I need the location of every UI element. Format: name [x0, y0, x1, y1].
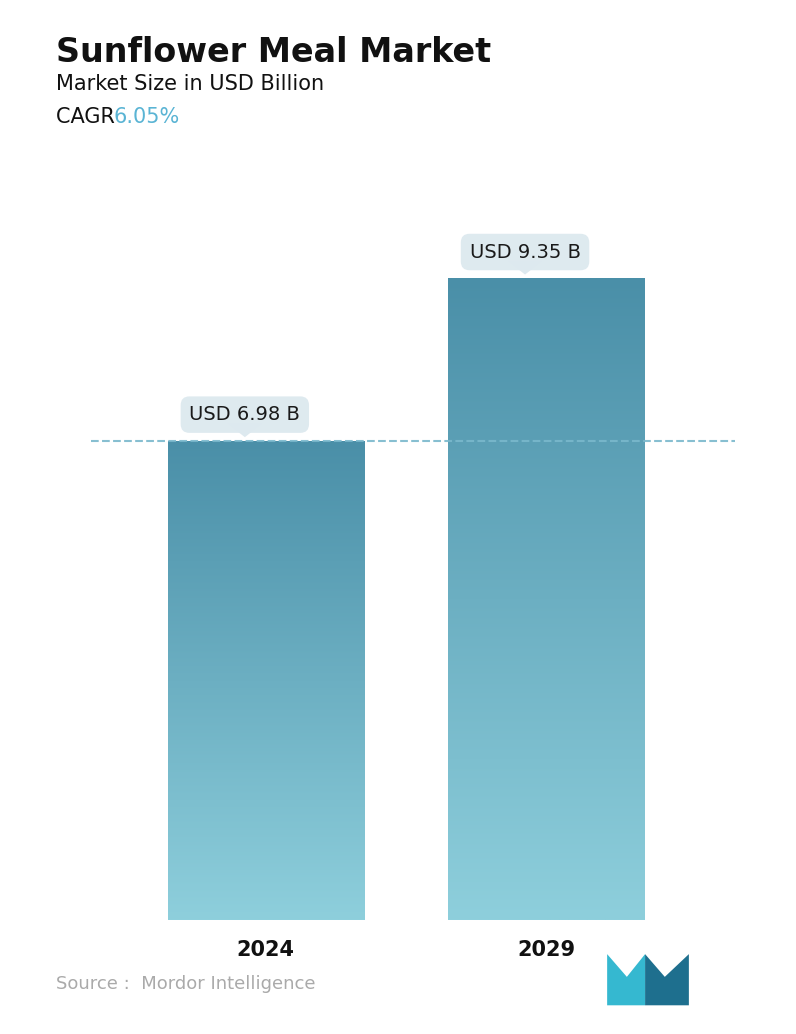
Text: Market Size in USD Billion: Market Size in USD Billion [56, 74, 324, 94]
Text: Source :  Mordor Intelligence: Source : Mordor Intelligence [56, 975, 315, 994]
Text: USD 6.98 B: USD 6.98 B [189, 405, 300, 424]
Text: CAGR: CAGR [56, 107, 128, 126]
Polygon shape [645, 954, 689, 1005]
Polygon shape [228, 424, 263, 437]
Text: 6.05%: 6.05% [113, 107, 179, 126]
Text: USD 9.35 B: USD 9.35 B [470, 243, 580, 262]
Polygon shape [508, 261, 543, 275]
Polygon shape [607, 954, 645, 1005]
Text: Sunflower Meal Market: Sunflower Meal Market [56, 36, 491, 69]
